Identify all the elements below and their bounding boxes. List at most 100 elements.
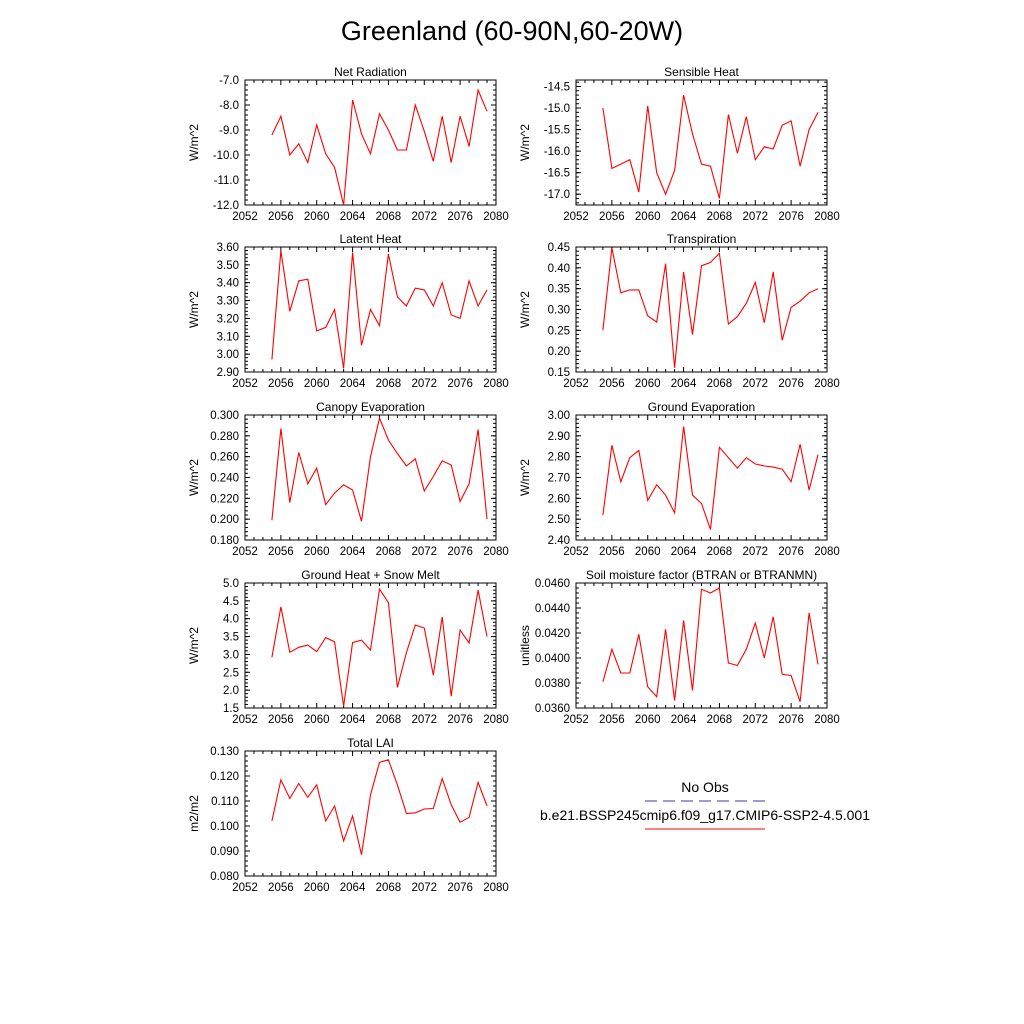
panel-title: Net Radiation (334, 65, 407, 79)
x-tick-label: 2072 (411, 882, 437, 894)
x-tick-label: 2072 (411, 211, 437, 223)
plot-frame (575, 79, 828, 206)
series-line (271, 587, 488, 707)
y-tick-label: -7.0 (219, 75, 239, 87)
x-tick-label: 2080 (483, 546, 509, 558)
y-tick-label: 3.00 (217, 349, 239, 361)
y-axis-label: W/m^2 (187, 124, 201, 161)
y-tick-label: 0.0440 (535, 603, 570, 615)
x-tick-label: 2068 (707, 546, 733, 558)
x-tick-label: 2080 (483, 714, 509, 726)
y-tick-label: 0.40 (548, 263, 570, 275)
x-tick-label: 2056 (599, 211, 625, 223)
chart-panels: Net Radiation W/m^2 2052 2056 2060 2064 2068 20… (187, 65, 840, 894)
y-tick-label: 2.70 (548, 473, 570, 485)
x-tick-label: 2072 (742, 211, 768, 223)
panel-title: Latent Heat (339, 232, 402, 246)
x-tick-label: 2068 (707, 378, 733, 390)
y-tick-label: 3.20 (217, 313, 239, 325)
y-tick-label: 2.0 (223, 685, 239, 697)
x-tick-label: 2052 (232, 882, 258, 894)
y-axis-label: W/m^2 (518, 459, 532, 496)
series-line (602, 94, 819, 199)
y-tick-label: 0.300 (210, 410, 239, 422)
series-line (602, 426, 819, 530)
y-tick-label: 0.100 (210, 821, 239, 833)
y-tick-label: 4.5 (223, 596, 239, 608)
series-line (271, 759, 488, 855)
x-tick-label: 2056 (268, 882, 294, 894)
x-tick-label: 2060 (635, 211, 661, 223)
x-tick-label: 2072 (742, 378, 768, 390)
y-tick-label: 0.0400 (535, 653, 570, 665)
plot-frame (244, 414, 497, 541)
x-tick-label: 2080 (483, 882, 509, 894)
y-tick-label: -15.5 (544, 125, 570, 137)
plot-frame (244, 750, 497, 877)
x-tick-label: 2052 (563, 378, 589, 390)
x-tick-label: 2076 (778, 714, 804, 726)
x-tick-label: 2080 (814, 546, 840, 558)
panel-1: Sensible Heat W/m^2 2052 2056 2060 2064 2068 20… (518, 65, 840, 223)
x-tick-label: 2060 (635, 546, 661, 558)
y-tick-label: 0.240 (210, 473, 239, 485)
x-tick-label: 2060 (304, 714, 330, 726)
y-tick-label: -8.0 (219, 100, 239, 112)
y-tick-label: 0.15 (548, 367, 570, 379)
legend-obs-label: No Obs (681, 779, 728, 795)
x-tick-label: 2056 (268, 714, 294, 726)
x-tick-label: 2068 (376, 714, 402, 726)
y-tick-label: 3.0 (223, 649, 239, 661)
panel-3: Transpiration W/m^2 2052 2056 2060 2064 2068 20… (518, 232, 840, 390)
y-tick-label: 5.0 (223, 578, 239, 590)
y-tick-label: 0.120 (210, 771, 239, 783)
plot-frame (244, 79, 497, 206)
panel-6: Ground Heat + Snow Melt W/m^2 2052 2056 2060… (187, 568, 509, 726)
x-tick-label: 2072 (411, 546, 437, 558)
x-tick-label: 2080 (814, 714, 840, 726)
x-tick-label: 2076 (447, 211, 473, 223)
y-tick-label: 3.60 (217, 242, 239, 254)
y-axis-label: unitless (518, 625, 532, 666)
y-axis-label: W/m^2 (187, 291, 201, 328)
y-tick-label: 0.30 (548, 305, 570, 317)
y-tick-label: 2.60 (548, 493, 570, 505)
y-tick-label: 3.30 (217, 296, 239, 308)
x-tick-label: 2068 (707, 211, 733, 223)
y-tick-label: 2.50 (548, 514, 570, 526)
y-tick-label: 0.200 (210, 514, 239, 526)
y-tick-label: 2.80 (548, 452, 570, 464)
plot-frame (575, 414, 828, 541)
x-tick-label: 2056 (268, 211, 294, 223)
y-tick-label: -15.0 (544, 103, 570, 115)
x-tick-label: 2052 (232, 546, 258, 558)
x-tick-label: 2056 (599, 714, 625, 726)
panel-2: Latent Heat W/m^2 2052 2056 2060 2064 2068 2072… (187, 232, 509, 390)
y-tick-label: 0.0420 (535, 628, 570, 640)
x-tick-label: 2056 (599, 378, 625, 390)
series-line (271, 250, 488, 369)
panel-8: Total LAI m2/m2 2052 2056 2060 2064 2068 2072 20… (187, 736, 509, 894)
x-tick-label: 2064 (671, 546, 697, 558)
x-tick-label: 2060 (635, 714, 661, 726)
y-tick-label: 0.0460 (535, 578, 570, 590)
series-line (602, 247, 819, 368)
x-tick-label: 2076 (778, 378, 804, 390)
x-tick-label: 2068 (376, 211, 402, 223)
x-tick-label: 2072 (742, 546, 768, 558)
figure-title: Greenland (60-90N,60-20W) (341, 16, 683, 46)
panel-title: Ground Evaporation (648, 400, 755, 414)
x-tick-label: 2080 (814, 211, 840, 223)
y-tick-label: -9.0 (219, 125, 239, 137)
x-tick-label: 2080 (483, 378, 509, 390)
x-tick-label: 2064 (340, 714, 366, 726)
x-tick-label: 2068 (376, 378, 402, 390)
y-tick-label: 0.0380 (535, 678, 570, 690)
y-tick-label: -14.5 (544, 81, 570, 93)
x-tick-label: 2052 (232, 378, 258, 390)
y-axis-label: W/m^2 (518, 291, 532, 328)
y-tick-label: -10.0 (213, 150, 239, 162)
y-tick-label: -16.5 (544, 168, 570, 180)
y-tick-label: 0.0360 (535, 703, 570, 715)
y-tick-label: -11.0 (214, 175, 239, 187)
